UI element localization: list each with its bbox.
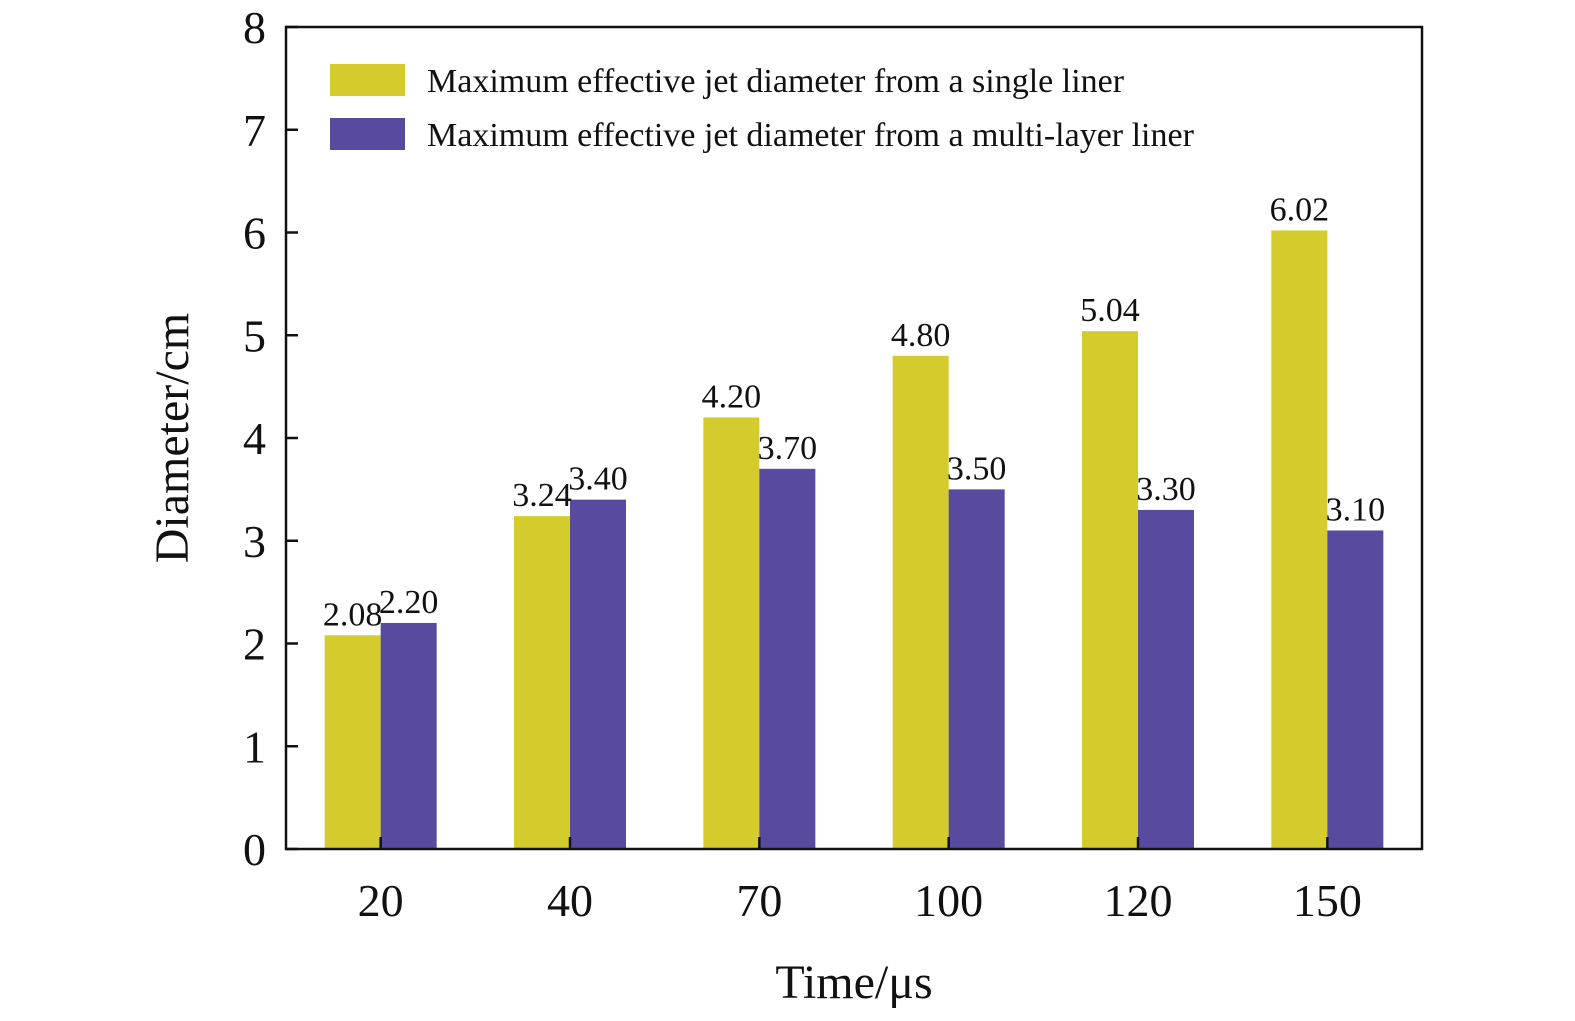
x-tick-label-120: 120 bbox=[1104, 875, 1173, 926]
data-label-series2-40: 3.40 bbox=[568, 461, 628, 498]
data-label-series2-150: 3.10 bbox=[1326, 491, 1386, 528]
data-label-series2-120: 3.30 bbox=[1136, 471, 1196, 508]
bar-series2-120 bbox=[1138, 509, 1194, 849]
y-tick-label-7: 7 bbox=[243, 105, 266, 156]
data-label-series2-70: 3.70 bbox=[758, 430, 818, 467]
bar-series1-150 bbox=[1271, 230, 1328, 849]
bar-series2-100 bbox=[948, 489, 1005, 849]
bars-layer bbox=[324, 230, 1384, 849]
legend-swatch-series1 bbox=[330, 64, 405, 96]
data-label-series1-20: 2.08 bbox=[323, 596, 383, 633]
x-tick-label-70: 70 bbox=[736, 875, 782, 926]
x-tick-label-150: 150 bbox=[1293, 875, 1362, 926]
y-tick-label-6: 6 bbox=[243, 208, 266, 259]
bar-series1-100 bbox=[892, 355, 949, 849]
x-axis-ticks: 20 40 70 100 120 150 bbox=[358, 837, 1362, 926]
bar-series2-70 bbox=[759, 468, 816, 849]
data-label-series2-20: 2.20 bbox=[379, 584, 439, 621]
y-axis-ticks: 0 1 2 3 4 5 6 7 8 bbox=[243, 2, 298, 875]
x-axis-title: Time/μs bbox=[775, 956, 932, 1009]
bar-series1-70 bbox=[703, 417, 760, 849]
bar-series2-20 bbox=[380, 622, 437, 849]
x-tick-label-40: 40 bbox=[547, 875, 593, 926]
data-label-series1-150: 6.02 bbox=[1270, 191, 1330, 228]
y-tick-label-5: 5 bbox=[243, 310, 266, 361]
y-tick-label-3: 3 bbox=[243, 516, 266, 567]
y-axis-title: Diameter/cm bbox=[146, 313, 199, 564]
bar-series1-20 bbox=[324, 635, 381, 849]
bar-series1-40 bbox=[514, 516, 570, 849]
x-tick-label-100: 100 bbox=[914, 875, 983, 926]
data-labels-layer: 2.082.20 3.243.40 4.20 3.70 4.80 3.50 5.04 3.30… bbox=[323, 191, 1385, 633]
y-tick-label-8: 8 bbox=[243, 2, 266, 53]
y-tick-label-0: 0 bbox=[243, 824, 266, 875]
legend: Maximum effective jet diameter from a si… bbox=[330, 63, 1195, 154]
bar-series2-150 bbox=[1327, 530, 1384, 849]
data-label-series2-100: 3.50 bbox=[947, 450, 1007, 487]
legend-label-series2: Maximum effective jet diameter from a mu… bbox=[427, 117, 1195, 154]
y-tick-label-2: 2 bbox=[243, 619, 266, 670]
bar-series2-40 bbox=[570, 499, 626, 849]
data-label-series1-100: 4.80 bbox=[891, 317, 951, 354]
y-tick-label-1: 1 bbox=[243, 721, 266, 772]
x-tick-label-20: 20 bbox=[358, 875, 404, 926]
data-label-series1-120: 5.04 bbox=[1080, 292, 1140, 329]
legend-label-series1: Maximum effective jet diameter from a si… bbox=[427, 63, 1125, 100]
bar-series1-120 bbox=[1082, 331, 1138, 849]
data-label-series1-70: 4.20 bbox=[702, 378, 762, 415]
data-label-series1-40: 3.24 bbox=[512, 477, 572, 514]
y-tick-label-4: 4 bbox=[243, 413, 266, 464]
legend-swatch-series2 bbox=[330, 118, 405, 150]
